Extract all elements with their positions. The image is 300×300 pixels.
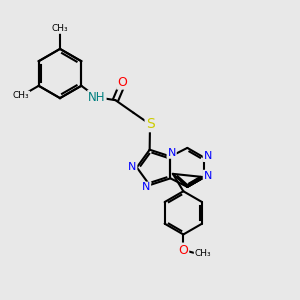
Text: N: N: [128, 162, 136, 172]
Text: N: N: [167, 148, 176, 158]
Text: CH₃: CH₃: [13, 92, 29, 100]
Text: N: N: [142, 182, 150, 193]
Text: N: N: [204, 151, 212, 161]
Text: O: O: [117, 76, 127, 89]
Text: O: O: [178, 244, 188, 256]
Text: CH₃: CH₃: [52, 24, 68, 33]
Text: NH: NH: [88, 91, 106, 104]
Text: N: N: [204, 171, 212, 181]
Text: CH₃: CH₃: [194, 250, 211, 259]
Text: S: S: [146, 117, 154, 131]
